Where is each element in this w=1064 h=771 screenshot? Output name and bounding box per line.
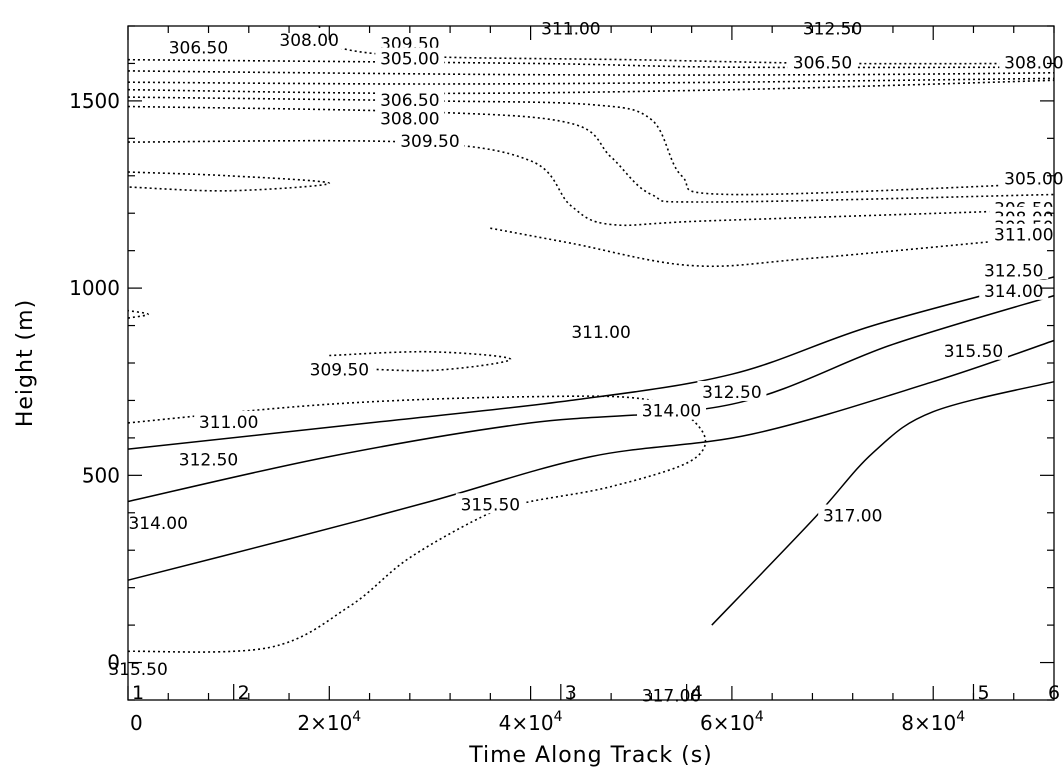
contour-label-bg [304, 358, 374, 379]
contour-line-311 [127, 79, 1055, 95]
contour-label: 306.50 [380, 91, 439, 111]
x-tick-label: 4×104 [499, 709, 563, 735]
segment-marker-label: 3 [565, 682, 577, 704]
contour-label-bg [455, 493, 525, 514]
y-tick-label: 500 [82, 463, 120, 487]
contour-line-309.5 [329, 350, 512, 372]
contour-label-bg [375, 107, 445, 128]
x-axis: 0 2×104 4×104 6×104 8×104 [127, 26, 1055, 735]
contour-label-bg [395, 130, 465, 151]
contour-label: 306.50 [793, 53, 852, 73]
segment-marker-label: 2 [238, 682, 250, 704]
contour-label-bg [979, 279, 1049, 300]
contour-label: 305.00 [380, 50, 439, 70]
contour-line-312.5 [127, 171, 331, 192]
contour-label-bg [979, 259, 1049, 280]
contour-label: 312.50 [702, 383, 761, 403]
x-tick-label: 2×104 [297, 709, 361, 735]
contour-line-306.5 [127, 58, 1055, 69]
contour-line-312.5 [127, 276, 1055, 450]
contour-label-bg [938, 339, 1008, 360]
contour-line-309.5 [127, 77, 1055, 85]
contour-label: 312.50 [803, 20, 862, 40]
contour-line-314 [127, 294, 1055, 503]
contour-label: 311.00 [994, 226, 1053, 246]
segment-markers: 1 2 3 4 5 6 [132, 682, 1060, 704]
contour-label: 314.00 [128, 514, 187, 534]
y-axis-title: Height (m) [13, 299, 38, 427]
contour-label: 315.50 [461, 495, 520, 515]
contour-label: 309.50 [400, 132, 459, 152]
contour-label: 311.00 [571, 323, 630, 343]
contour-label-bg [989, 223, 1059, 244]
contour-label-bg [637, 684, 707, 705]
contour-label: 309.50 [310, 360, 369, 380]
y-tick-label: 0 [107, 651, 120, 675]
contour-label: 305.00 [1004, 170, 1063, 190]
contour-label-bg [163, 36, 233, 57]
contour-label: 306.50 [169, 38, 228, 58]
segment-marker-label: 4 [691, 682, 703, 704]
contour-label-bg [818, 504, 888, 525]
x-tick-label: 6×104 [700, 709, 764, 735]
contour-label-bg [798, 17, 868, 38]
contour-line-317 [711, 380, 1055, 626]
contour-label-bg [194, 410, 264, 431]
contour-label-bg [123, 512, 193, 533]
x-tick-label: 8×104 [901, 709, 965, 735]
x-axis-title: Time Along Track (s) [468, 743, 713, 768]
contour-label-bg [375, 47, 445, 68]
plot-frame [127, 25, 1055, 701]
x-tick-label: 0 [130, 711, 143, 735]
contour-label: 314.00 [642, 402, 701, 422]
contour-line-311 [490, 227, 1055, 268]
contour-label: 315.50 [108, 660, 167, 680]
y-tick-label: 1500 [69, 89, 120, 113]
contour-line-311 [127, 395, 707, 653]
contour-label: 317.00 [823, 507, 882, 527]
y-axis: 0 500 1000 1500 [69, 25, 1054, 701]
contour-label-bg [697, 380, 767, 401]
contour-lines [127, 25, 1055, 653]
contour-line-306.5 [127, 96, 1055, 196]
contour-label: 314.00 [984, 282, 1043, 302]
contour-label-bg [637, 399, 707, 420]
contour-label-bg [566, 321, 636, 342]
contour-label: 315.50 [944, 342, 1003, 362]
contour-label-bg [999, 167, 1064, 188]
contour-line-309.5 [127, 139, 1055, 227]
contour-label: 312.50 [984, 261, 1043, 281]
contour-label-bg [999, 51, 1064, 72]
contour-line-308 [127, 105, 1055, 203]
contour-label-bg [103, 658, 173, 679]
contour-label: 308.00 [380, 110, 439, 130]
contour-label: 311.00 [199, 413, 258, 433]
contour-line-308 [127, 70, 1055, 76]
segment-marker-label: 5 [977, 682, 989, 704]
contour-line-311 [127, 309, 149, 319]
segment-marker-label: 6 [1048, 682, 1060, 704]
contour-label-bg [174, 448, 244, 469]
y-tick-label: 1000 [69, 276, 120, 300]
segment-marker-label: 1 [132, 682, 144, 704]
contour-label: 308.00 [1004, 53, 1063, 73]
contour-line-315.5 [127, 339, 1055, 581]
contour-label-bg [788, 51, 857, 72]
contour-label-bg [375, 88, 445, 109]
contour-label: 308.00 [279, 31, 338, 51]
contour-label-bg [274, 28, 344, 49]
contour-label: 312.50 [179, 450, 238, 470]
